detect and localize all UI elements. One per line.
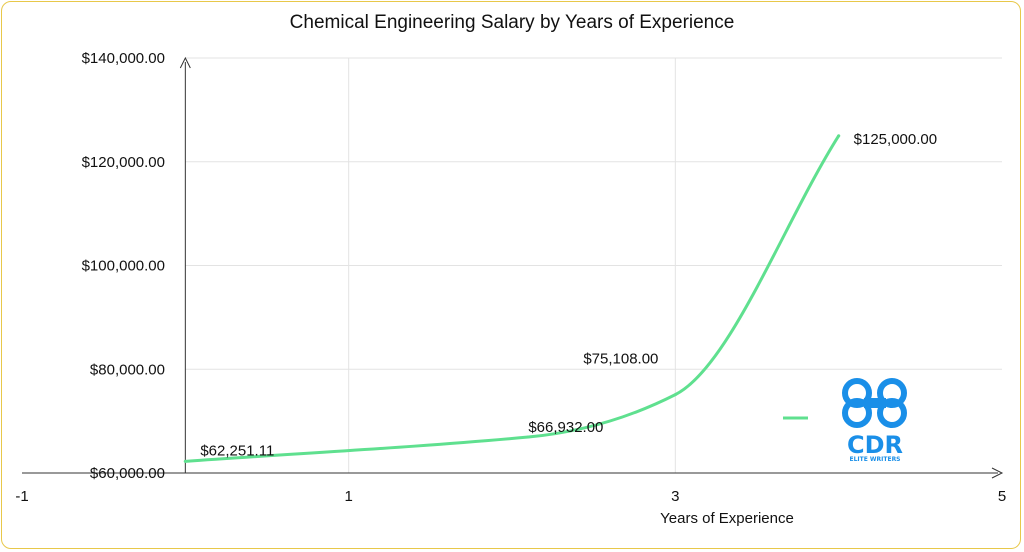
y-tick-label: $120,000.00 (82, 154, 165, 171)
x-tick-label: 3 (671, 488, 679, 505)
x-tick-label: 5 (998, 488, 1006, 505)
data-point (526, 435, 530, 439)
y-tick-label: $140,000.00 (82, 50, 165, 67)
y-tick-label: $80,000.00 (90, 361, 165, 378)
y-tick-label: $60,000.00 (90, 465, 165, 482)
x-tick-labels: -1 1 3 5 (15, 488, 1006, 505)
x-tick-label: 1 (344, 488, 352, 505)
y-tick-labels: $60,000.00 $80,000.00 $100,000.00 $120,000.… (82, 50, 165, 482)
axes (22, 56, 1004, 479)
y-axis-arrow-icon (179, 56, 191, 69)
data-label: $62,251.11 (200, 442, 274, 459)
data-label: $75,108.00 (583, 351, 658, 368)
x-axis-arrow-icon (991, 467, 1004, 479)
logo-icon-cross (864, 398, 886, 408)
cdr-logo: CDR ELITE WRITERS (842, 378, 907, 463)
data-point (673, 393, 677, 397)
logo-icon (842, 378, 907, 428)
grid-lines (185, 57, 1002, 473)
data-point (183, 459, 187, 463)
data-point (837, 134, 841, 138)
x-tick-label: -1 (15, 488, 28, 505)
logo-tagline: ELITE WRITERS (849, 456, 900, 463)
series-layer (183, 134, 841, 463)
salary-series-line (183, 134, 841, 463)
logo-mark: CDR (847, 431, 903, 459)
chart-title: Chemical Engineering Salary by Years of … (289, 12, 735, 33)
y-tick-label: $100,000.00 (82, 258, 165, 275)
data-label: $125,000.00 (854, 131, 937, 148)
data-label: $66,932.00 (528, 419, 603, 436)
x-axis-label: Years of Experience (660, 510, 794, 527)
data-labels: $62,251.11 $66,932.00 $75,108.00 $125,000.0… (183, 131, 937, 463)
